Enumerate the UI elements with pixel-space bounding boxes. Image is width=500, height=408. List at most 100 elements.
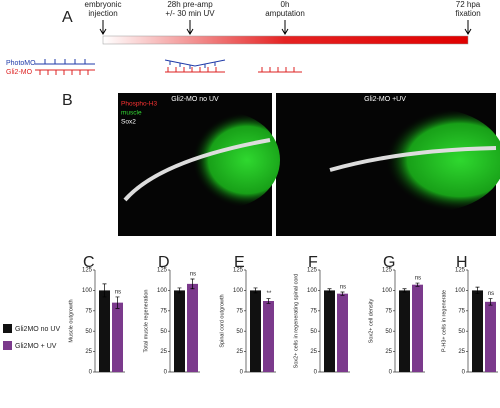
error-bar bbox=[102, 283, 107, 298]
y-tick-label: 75 bbox=[385, 308, 392, 314]
bar bbox=[337, 293, 348, 372]
panel-letter: F bbox=[308, 254, 318, 271]
panel-letter: D bbox=[158, 254, 170, 271]
event-label: injection bbox=[88, 9, 117, 18]
y-tick-label: 50 bbox=[160, 329, 167, 335]
y-tick-label: 100 bbox=[157, 288, 168, 294]
y-tick-label: 50 bbox=[236, 329, 243, 335]
error-bar bbox=[488, 298, 493, 306]
legend-label: Gli2MO + UV bbox=[15, 343, 57, 350]
error-bar bbox=[266, 298, 271, 304]
event-label: 0h bbox=[281, 0, 290, 9]
timeline bbox=[102, 35, 469, 45]
y-axis-label: Sox2+ cells in regenerating spinal cord bbox=[293, 274, 299, 369]
legend-label: Gli2MO no UV bbox=[15, 326, 60, 333]
bar bbox=[174, 290, 185, 372]
y-tick-label: 25 bbox=[310, 349, 317, 355]
bar bbox=[99, 290, 110, 372]
morpholino-label: Gli2-MO bbox=[6, 69, 33, 76]
y-tick-label: 125 bbox=[382, 268, 393, 274]
event-label: amputation bbox=[265, 9, 305, 18]
error-bar bbox=[190, 278, 195, 290]
arrow bbox=[464, 20, 472, 35]
legend-swatch bbox=[3, 324, 12, 333]
y-axis-label: Spinal cord outgrowth bbox=[219, 294, 225, 347]
arrow bbox=[99, 20, 107, 35]
bar bbox=[112, 302, 123, 372]
y-tick-label: 75 bbox=[458, 308, 465, 314]
y-tick-label: 100 bbox=[455, 288, 466, 294]
error-bar bbox=[253, 287, 258, 294]
y-tick-label: 0 bbox=[462, 370, 466, 376]
y-axis-label: Muscle outgrowth bbox=[68, 299, 74, 342]
y-tick-label: 0 bbox=[89, 370, 93, 376]
bar bbox=[485, 301, 496, 372]
y-tick-label: 50 bbox=[310, 329, 317, 335]
panel-letter: B bbox=[62, 92, 73, 109]
y-tick-label: 25 bbox=[160, 349, 167, 355]
y-tick-label: 25 bbox=[385, 349, 392, 355]
legend-swatch bbox=[3, 341, 12, 350]
spinal-cord bbox=[123, 138, 271, 202]
error-bar bbox=[115, 296, 120, 309]
significance: ** bbox=[267, 291, 272, 297]
error-bar bbox=[415, 282, 420, 287]
y-tick-label: 125 bbox=[233, 268, 244, 274]
y-tick-label: 0 bbox=[389, 370, 393, 376]
stain-label: muscle bbox=[121, 110, 142, 117]
y-tick-label: 125 bbox=[157, 268, 168, 274]
error-bar bbox=[340, 291, 345, 296]
y-tick-label: 50 bbox=[85, 329, 92, 335]
panel-letter: A bbox=[62, 9, 73, 26]
bar bbox=[187, 283, 198, 372]
y-tick-label: 125 bbox=[307, 268, 318, 274]
y-axis-label: P-H3+ cells in regenerate bbox=[441, 290, 447, 352]
event-label: +/- 30 min UV bbox=[165, 9, 215, 18]
significance: ns bbox=[115, 290, 121, 296]
stain-label: Phospho-H3 bbox=[121, 101, 158, 108]
y-tick-label: 100 bbox=[82, 288, 93, 294]
y-tick-label: 50 bbox=[385, 329, 392, 335]
y-tick-label: 0 bbox=[164, 370, 168, 376]
y-tick-label: 75 bbox=[236, 308, 243, 314]
bar bbox=[472, 290, 483, 372]
event-label: fixation bbox=[455, 9, 480, 18]
muscle-signal bbox=[355, 108, 500, 212]
significance: ns bbox=[340, 285, 346, 291]
error-bar bbox=[327, 288, 332, 293]
y-tick-label: 25 bbox=[85, 349, 92, 355]
bar bbox=[263, 301, 274, 372]
y-tick-label: 75 bbox=[160, 308, 167, 314]
y-tick-label: 0 bbox=[240, 370, 244, 376]
event-label: 72 hpa bbox=[456, 0, 481, 9]
panel-letter: H bbox=[456, 254, 468, 271]
error-bar bbox=[402, 288, 407, 293]
y-tick-label: 0 bbox=[314, 370, 318, 376]
image-label: Gli2-MO no UV bbox=[171, 96, 219, 103]
stain-label: Sox2 bbox=[121, 119, 136, 126]
error-bar bbox=[475, 286, 480, 295]
y-tick-label: 100 bbox=[233, 288, 244, 294]
panel-letter: E bbox=[234, 254, 245, 271]
panel-letter: C bbox=[83, 254, 95, 271]
bar bbox=[412, 284, 423, 372]
arrow bbox=[281, 20, 289, 35]
event-label: embryonic bbox=[85, 0, 122, 9]
y-axis-label: Sox2+ cell density bbox=[368, 299, 374, 344]
y-axis-label: Total muscle regeneration bbox=[143, 290, 149, 353]
panel-letter: G bbox=[383, 254, 395, 271]
spinal-cord bbox=[329, 146, 497, 172]
y-tick-label: 50 bbox=[458, 329, 465, 335]
image-label: Gli2-MO +UV bbox=[364, 96, 406, 103]
arrow bbox=[186, 20, 194, 35]
morpholino-schematic bbox=[35, 59, 302, 75]
bar bbox=[250, 290, 261, 372]
y-tick-label: 25 bbox=[458, 349, 465, 355]
y-tick-label: 125 bbox=[82, 268, 93, 274]
y-tick-label: 100 bbox=[382, 288, 393, 294]
y-tick-label: 100 bbox=[307, 288, 318, 294]
error-bar bbox=[177, 287, 182, 294]
morpholino-label: PhotoMO bbox=[6, 60, 36, 67]
significance: ns bbox=[488, 291, 494, 297]
